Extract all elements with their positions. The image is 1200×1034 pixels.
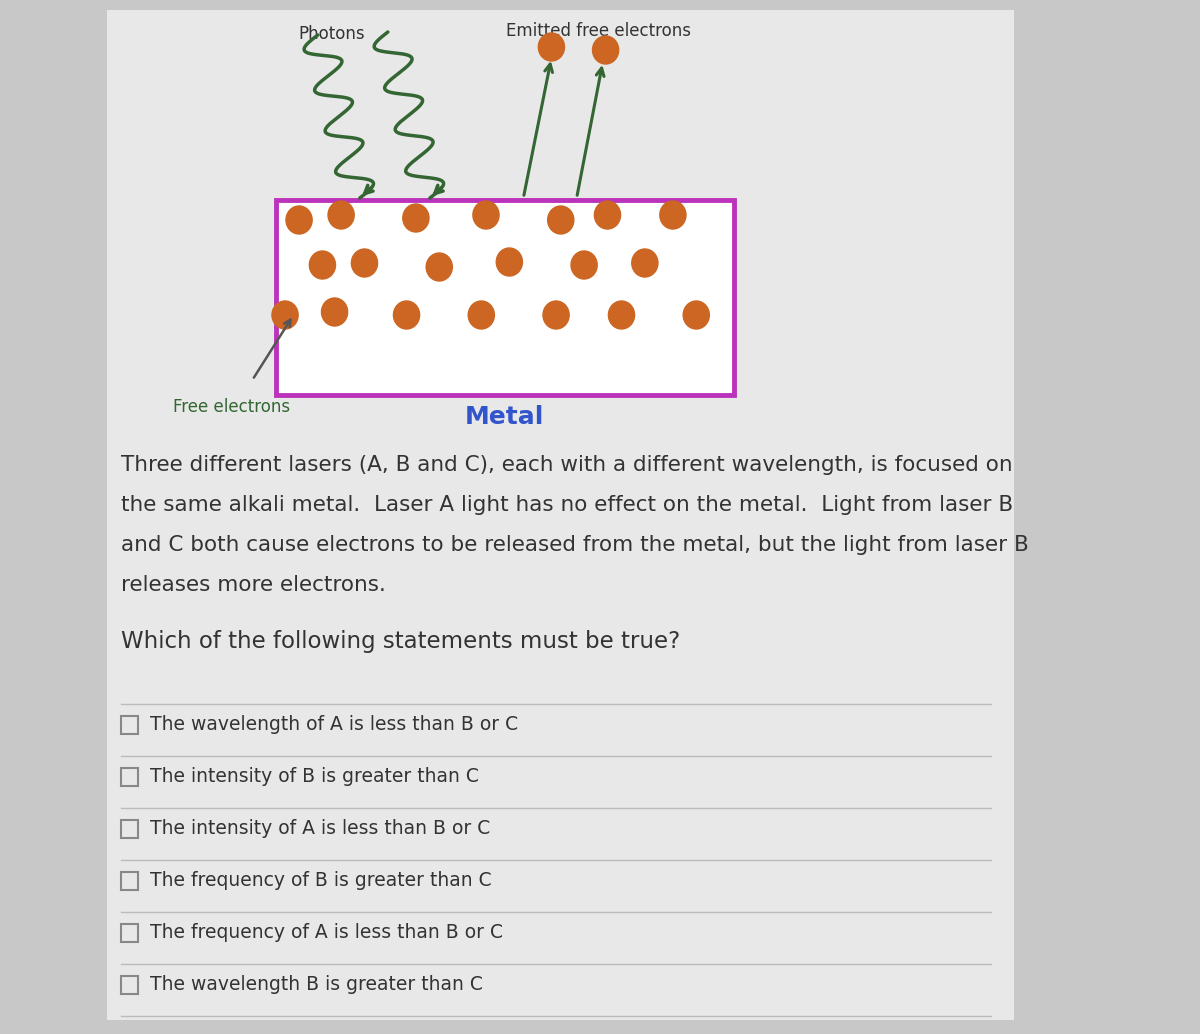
Circle shape: [426, 253, 452, 281]
Circle shape: [403, 204, 428, 232]
Circle shape: [310, 251, 336, 279]
Circle shape: [394, 301, 420, 329]
Circle shape: [352, 249, 378, 277]
Circle shape: [608, 301, 635, 329]
Text: Which of the following statements must be true?: Which of the following statements must b…: [121, 630, 680, 653]
Text: and C both cause electrons to be released from the metal, but the light from las: and C both cause electrons to be release…: [121, 535, 1030, 555]
Text: The wavelength of A is less than B or C: The wavelength of A is less than B or C: [150, 716, 517, 734]
Circle shape: [322, 298, 348, 326]
Text: The intensity of B is greater than C: The intensity of B is greater than C: [150, 767, 479, 787]
Bar: [121, 976, 138, 994]
Circle shape: [497, 248, 522, 276]
Circle shape: [660, 201, 686, 229]
Bar: [121, 924, 138, 942]
Bar: [121, 768, 138, 786]
Bar: [121, 820, 138, 838]
Text: The frequency of A is less than B or C: The frequency of A is less than B or C: [150, 923, 503, 943]
Bar: [121, 716, 138, 734]
Text: The frequency of B is greater than C: The frequency of B is greater than C: [150, 872, 491, 890]
Circle shape: [547, 206, 574, 234]
Circle shape: [328, 201, 354, 229]
Circle shape: [468, 301, 494, 329]
Circle shape: [571, 251, 598, 279]
Circle shape: [272, 301, 298, 329]
Text: the same alkali metal.  Laser A light has no effect on the metal.  Light from la: the same alkali metal. Laser A light has…: [121, 495, 1014, 515]
Circle shape: [594, 201, 620, 229]
Circle shape: [542, 301, 569, 329]
Circle shape: [473, 201, 499, 229]
Circle shape: [593, 36, 619, 64]
Text: Three different lasers (A, B and C), each with a different wavelength, is focuse: Three different lasers (A, B and C), eac…: [121, 455, 1013, 475]
Text: releases more electrons.: releases more electrons.: [121, 575, 386, 595]
Circle shape: [539, 33, 564, 61]
Bar: [108, 10, 1014, 1020]
Text: The wavelength B is greater than C: The wavelength B is greater than C: [150, 975, 482, 995]
Text: Photons: Photons: [299, 25, 365, 43]
Bar: [276, 200, 733, 395]
Circle shape: [286, 206, 312, 234]
Text: The intensity of A is less than B or C: The intensity of A is less than B or C: [150, 820, 490, 839]
Circle shape: [631, 249, 658, 277]
Text: Metal: Metal: [464, 405, 545, 429]
Circle shape: [683, 301, 709, 329]
Text: Emitted free electrons: Emitted free electrons: [505, 22, 691, 40]
Bar: [121, 872, 138, 890]
Text: Free electrons: Free electrons: [173, 398, 290, 416]
